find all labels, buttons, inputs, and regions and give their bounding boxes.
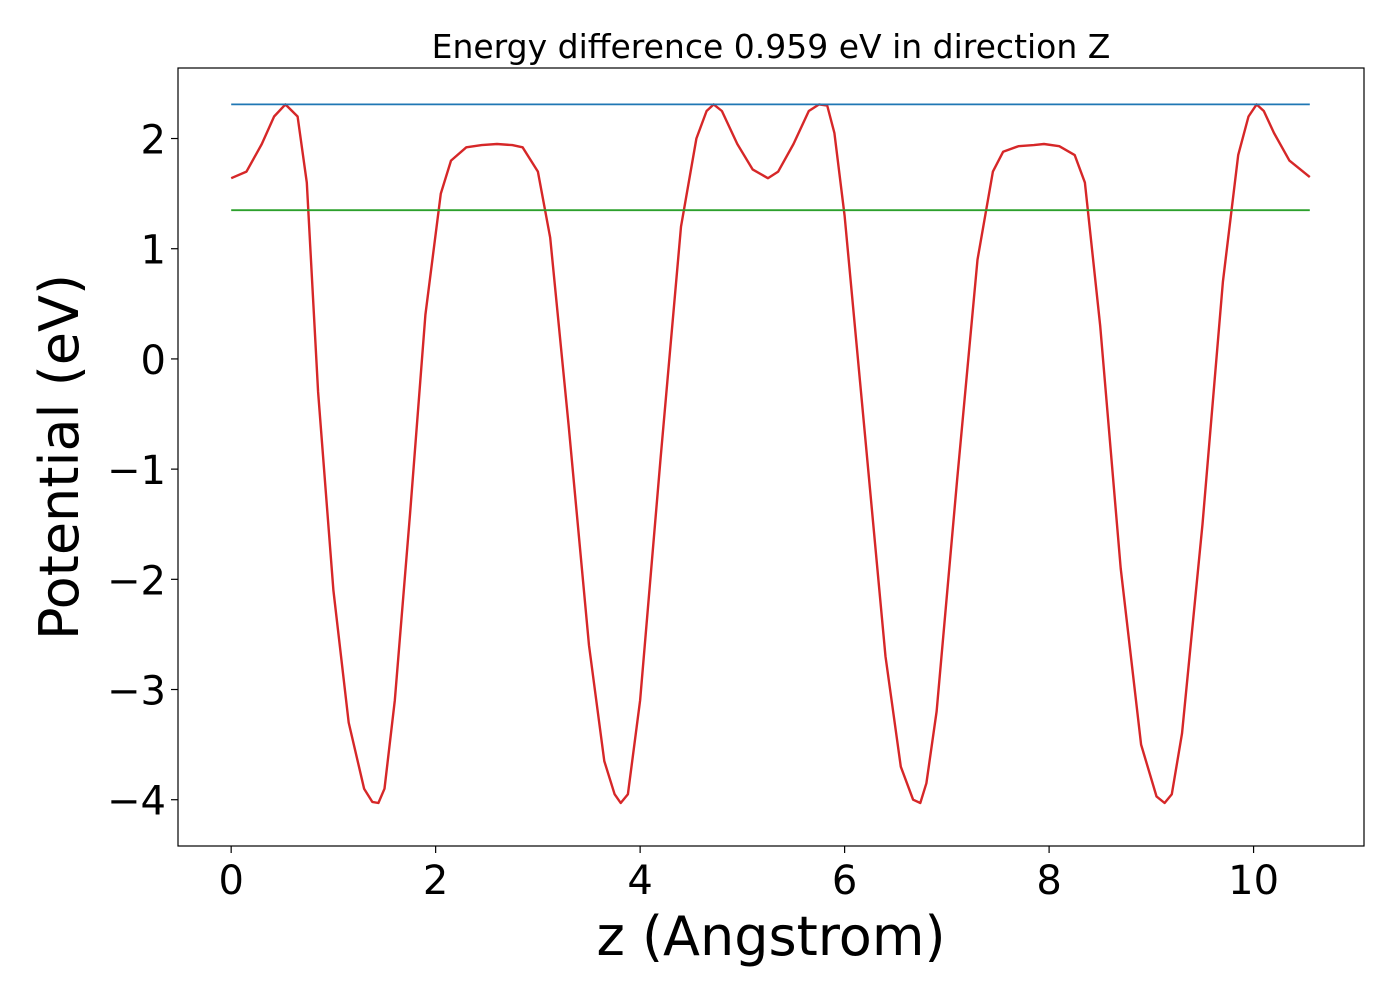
y-tick-label: −3	[107, 669, 166, 715]
y-tick-label: 1	[141, 228, 166, 274]
x-tick-label: 0	[218, 858, 243, 904]
y-tick-label: −1	[107, 448, 166, 494]
plot-area	[230, 103, 1311, 805]
y-axis: −4 −3 −2 −1 0 1 2	[107, 118, 178, 825]
y-tick-label: 2	[141, 118, 166, 164]
x-tick-label: 4	[627, 858, 652, 904]
y-axis-label: Potential (eV)	[28, 274, 91, 640]
x-axis-label: z (Angstrom)	[596, 905, 945, 968]
x-tick-label: 10	[1228, 858, 1279, 904]
y-tick-label: −4	[107, 779, 166, 825]
plot-frame	[177, 67, 1365, 847]
x-tick-label: 8	[1036, 858, 1061, 904]
x-tick-label: 2	[423, 858, 448, 904]
potential-line	[230, 103, 1311, 805]
chart-title: Energy difference 0.959 eV in direction …	[432, 27, 1111, 66]
y-tick-label: −2	[107, 558, 166, 604]
x-tick-label: 6	[832, 858, 857, 904]
y-tick-label: 0	[141, 338, 166, 384]
x-axis: 0 2 4 6 8 10	[218, 846, 1279, 904]
